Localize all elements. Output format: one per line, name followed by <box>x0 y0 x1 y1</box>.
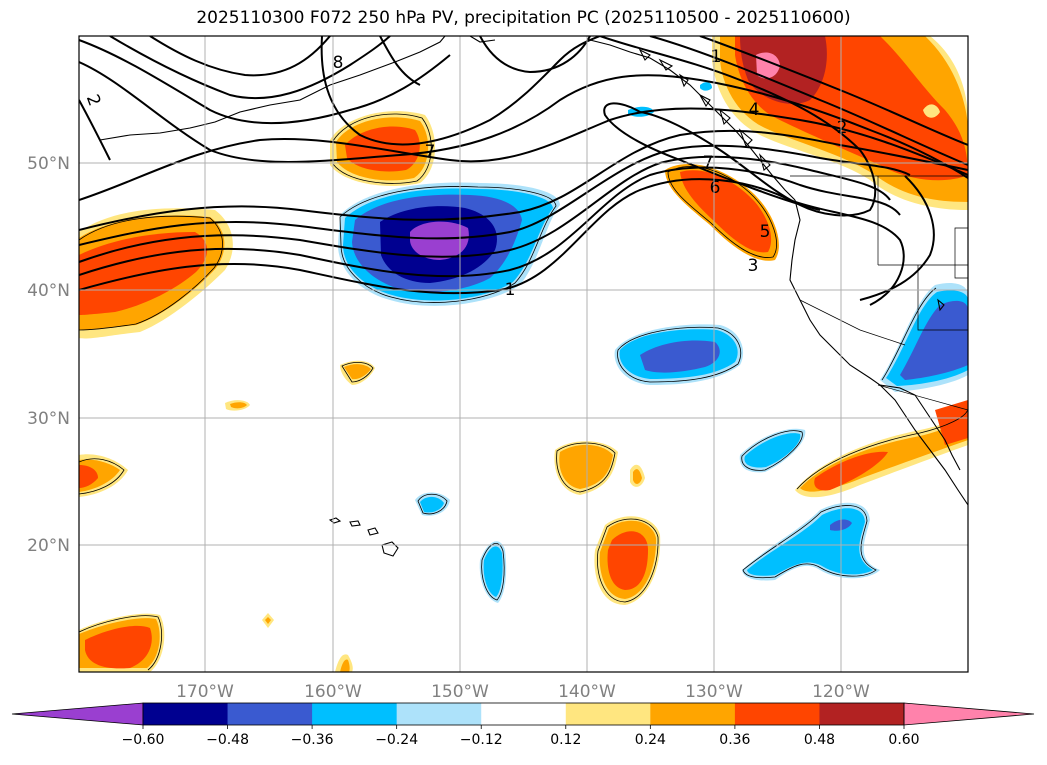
y-tick-50N: 50°N <box>27 154 70 174</box>
colorbar <box>11 702 1035 726</box>
colorbar-segment <box>565 703 651 725</box>
x-tick-160W: 160°W <box>304 682 362 702</box>
colorbar-segment <box>734 703 820 725</box>
colorbar-tick-label: 0.48 <box>804 732 835 748</box>
colorbar-segment <box>143 703 229 725</box>
colorbar-tick-label: 0.60 <box>888 732 919 748</box>
pv-label-2b: 2 <box>837 118 848 138</box>
colorbar-segment <box>396 703 482 725</box>
x-tick-170W: 170°W <box>176 682 234 702</box>
colorbar-tick-label: −0.36 <box>291 732 334 748</box>
x-tick-140W: 140°W <box>558 682 616 702</box>
colorbar-tick-label: 0.36 <box>719 732 750 748</box>
pv-label-6: 6 <box>710 178 721 198</box>
colorbar-segment <box>819 703 905 725</box>
chart-title: 2025110300 F072 250 hPa PV, precipitatio… <box>196 8 851 28</box>
colorbar-extend-low <box>11 702 144 726</box>
colorbar-segment <box>227 703 313 725</box>
colorbar-segment <box>481 703 567 725</box>
y-tick-30N: 30°N <box>27 409 70 429</box>
x-tick-labels: 170°W 160°W 150°W 140°W 130°W 120°W <box>176 682 870 702</box>
y-tick-40N: 40°N <box>27 281 70 301</box>
colorbar-tick-label: −0.48 <box>206 732 249 748</box>
colorbar-tick-label: −0.60 <box>122 732 165 748</box>
colorbar-tick-label: 0.12 <box>550 732 581 748</box>
pv-contours <box>79 36 968 306</box>
colorbar-extend-high <box>903 702 1035 726</box>
colorbar-segment <box>650 703 736 725</box>
pv-label-4: 4 <box>749 100 760 120</box>
pv-label-1b: 1 <box>711 47 722 67</box>
map-frame <box>78 35 969 673</box>
colorbar-tick-label: −0.12 <box>460 732 503 748</box>
colorbar-segment <box>312 703 398 725</box>
pv-label-5: 5 <box>760 222 771 242</box>
colorbar-labels: −0.60 −0.48 −0.36 −0.24 −0.12 0.12 0.24 0.36 0.4… <box>122 725 920 748</box>
boundaries <box>790 175 968 411</box>
y-tick-20N: 20°N <box>27 536 70 556</box>
x-tick-130W: 130°W <box>685 682 743 702</box>
colorbar-tick-label: 0.24 <box>635 732 666 748</box>
gridlines <box>79 36 968 672</box>
x-tick-150W: 150°W <box>431 682 489 702</box>
pv-label-7a: 7 <box>425 142 436 162</box>
y-tick-labels: 20°N 30°N 40°N 50°N <box>27 154 70 556</box>
x-tick-120W: 120°W <box>812 682 870 702</box>
precip-outlines <box>79 113 968 671</box>
coastlines <box>99 36 968 557</box>
colorbar-tick-label: −0.24 <box>375 732 418 748</box>
colorbar-frame <box>142 702 905 726</box>
pv-label-3: 3 <box>748 256 759 276</box>
pv-label-8: 8 <box>333 53 344 73</box>
